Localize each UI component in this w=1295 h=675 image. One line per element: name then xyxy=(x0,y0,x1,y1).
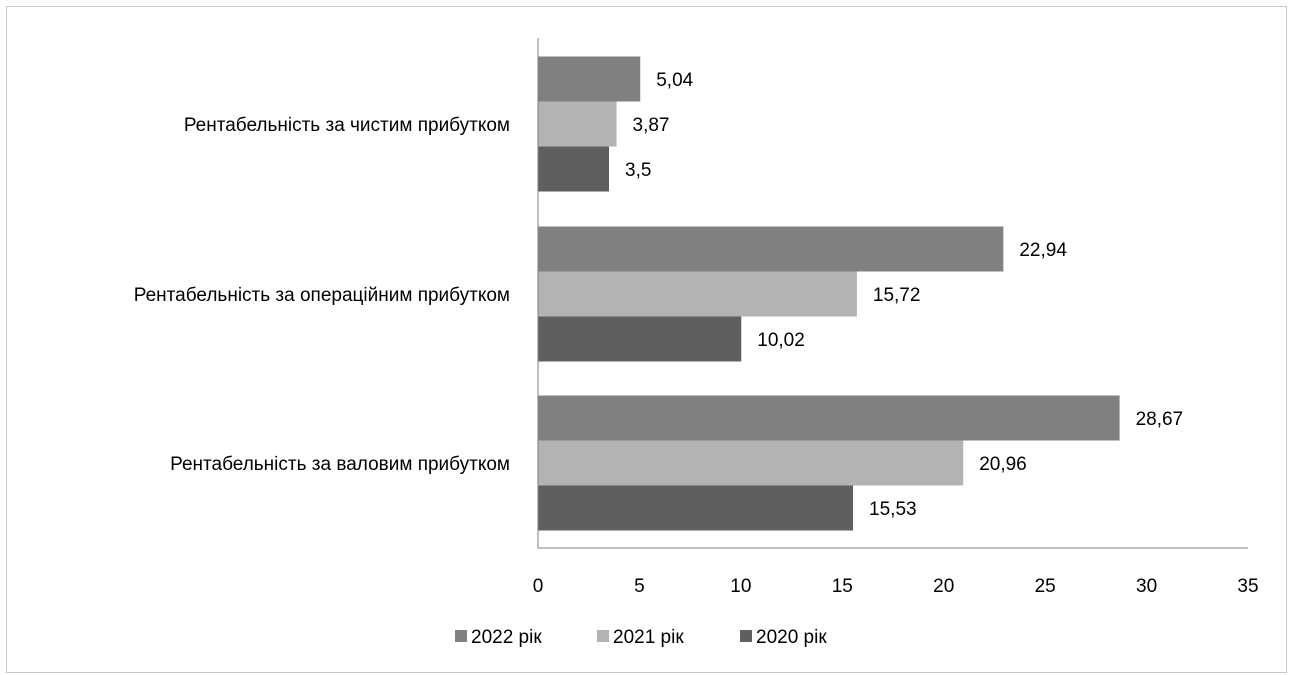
data-label: 28,67 xyxy=(1136,409,1184,430)
x-tick-label: 30 xyxy=(1136,576,1157,597)
data-label: 5,04 xyxy=(656,70,693,91)
bar-3-series-1 xyxy=(538,395,1120,441)
bar-2-series-2 xyxy=(538,271,857,317)
x-tick-label: 0 xyxy=(533,576,544,597)
data-label: 15,53 xyxy=(869,499,917,520)
category-label: Рентабельність за чистим прибутком xyxy=(184,115,510,136)
x-tick-label: 25 xyxy=(1035,576,1056,597)
bars-group xyxy=(538,56,1120,531)
axes-group: 0 5 10 15 20 25 30 35 xyxy=(533,38,1259,597)
labels-group: 5,04 3,87 3,5 Рентабельність за чистим приб… xyxy=(134,70,1183,520)
legend-swatch xyxy=(597,630,609,642)
x-tick-label: 15 xyxy=(832,576,853,597)
data-label: 15,72 xyxy=(873,285,921,306)
data-label: 10,02 xyxy=(757,330,805,351)
bar-1-series-3 xyxy=(538,146,609,192)
bar-1-series-2 xyxy=(538,101,617,147)
x-tick-label: 10 xyxy=(730,576,751,597)
x-tick-label: 5 xyxy=(634,576,645,597)
bar-2-series-3 xyxy=(538,316,742,362)
legend-label: 2020 рік xyxy=(756,627,827,648)
legend-swatch xyxy=(740,630,752,642)
data-label: 22,94 xyxy=(1019,240,1067,261)
data-label: 3,87 xyxy=(633,115,670,136)
category-label: Рентабельність за операційним прибутком xyxy=(134,285,510,306)
category-label: Рентабельність за валовим прибутком xyxy=(170,454,510,475)
legend-swatch xyxy=(455,630,467,642)
bar-2-series-1 xyxy=(538,226,1004,272)
legend: 2022 рік 2021 рік 2020 рік xyxy=(455,627,827,648)
bar-3-series-2 xyxy=(538,440,964,486)
legend-label: 2022 рік xyxy=(471,627,542,648)
x-tick-label: 20 xyxy=(933,576,954,597)
data-label: 20,96 xyxy=(979,454,1027,475)
bar-3-series-3 xyxy=(538,485,854,531)
bar-1-series-1 xyxy=(538,56,641,102)
legend-label: 2021 рік xyxy=(613,627,684,648)
x-tick-label: 35 xyxy=(1237,576,1258,597)
data-label: 3,5 xyxy=(625,160,651,181)
